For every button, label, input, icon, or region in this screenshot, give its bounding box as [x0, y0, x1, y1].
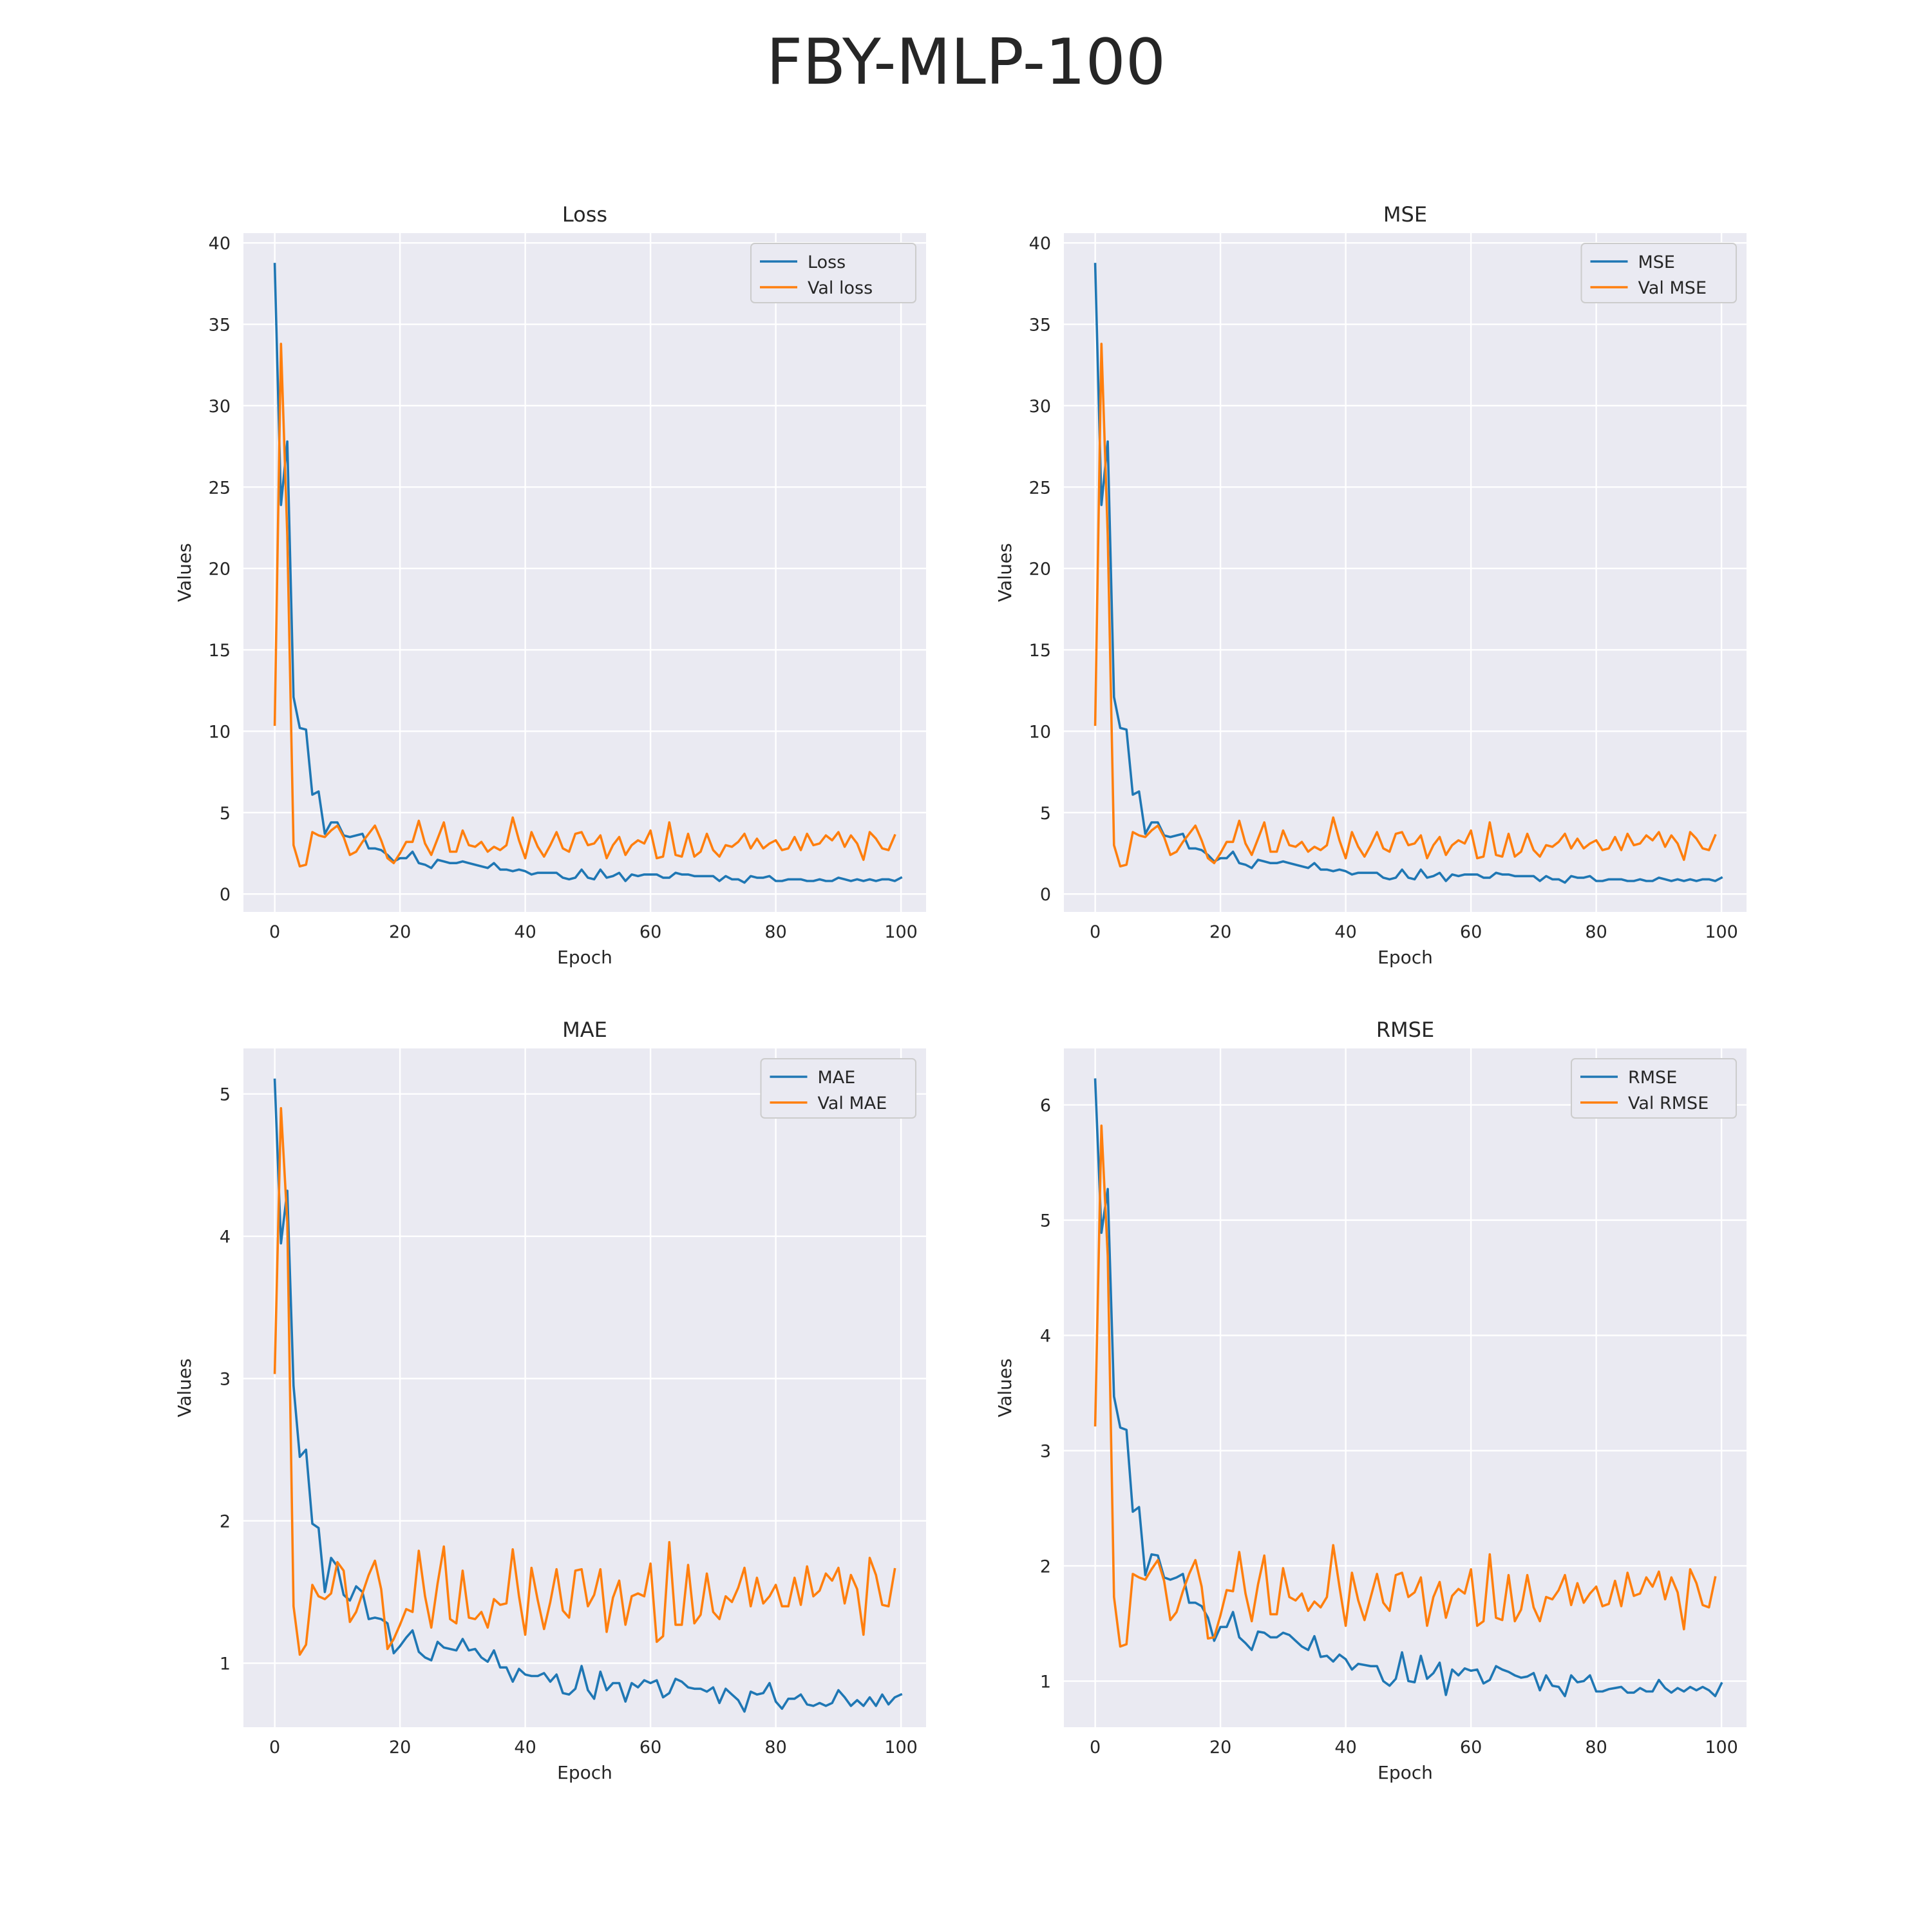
x-tick-label: 80	[764, 922, 786, 942]
y-tick-label: 3	[220, 1370, 231, 1390]
chart-title: Loss	[562, 202, 607, 227]
legend-label: Val loss	[808, 278, 873, 298]
y-tick-label: 15	[1029, 641, 1051, 661]
x-tick-label: 100	[1705, 1738, 1738, 1757]
y-tick-label: 1	[1040, 1672, 1051, 1692]
legend-label: Val MSE	[1638, 278, 1707, 298]
x-tick-label: 20	[1209, 922, 1231, 942]
legend-label: MAE	[818, 1068, 856, 1088]
series-line-val-mse	[1094, 343, 1717, 867]
x-tick-label: 80	[764, 1738, 786, 1757]
series-line-mae	[273, 1078, 903, 1713]
y-tick-label: 0	[220, 885, 231, 905]
chart-panel-rmse: 0 20 40 60 80 100 1 2 3 4 5 6 RMSE Epoch Values RMSE Val…	[994, 1018, 1747, 1783]
chart-panel-loss: 0 20 40 60 80 100 0 5 10 15 20 25 30 35 40 Loss Epoch Val…	[174, 202, 926, 968]
x-tick-label: 100	[884, 922, 918, 942]
x-axis-label: Epoch	[1378, 1762, 1433, 1783]
y-tick-label: 35	[209, 316, 231, 336]
x-tick-label: 40	[514, 1738, 536, 1757]
x-tick-label: 100	[884, 1738, 918, 1757]
y-tick-label: 40	[1029, 234, 1051, 254]
series-line-loss	[273, 263, 903, 884]
x-axis-label: Epoch	[557, 1762, 612, 1783]
chart-title: MSE	[1383, 202, 1427, 227]
legend: Loss Val loss	[750, 243, 916, 303]
chart-panel-mse: 0 20 40 60 80 100 0 5 10 15 20 25 30 35 40 MSE Epoch Valu…	[994, 202, 1747, 968]
y-tick-label: 2	[220, 1512, 231, 1532]
legend: RMSE Val RMSE	[1571, 1058, 1737, 1119]
x-tick-label: 80	[1585, 1738, 1607, 1757]
y-tick-label: 20	[209, 560, 231, 580]
y-axis-label: Values	[994, 543, 1016, 601]
x-tick-label: 60	[639, 1738, 661, 1757]
y-axis-label: Values	[174, 1358, 195, 1417]
plot-area	[1064, 1048, 1747, 1727]
y-tick-label: 5	[220, 804, 231, 824]
y-tick-label: 3	[1040, 1442, 1051, 1462]
legend-label: MSE	[1638, 252, 1676, 272]
x-axis-label: Epoch	[557, 947, 612, 968]
y-axis-label: Values	[174, 543, 195, 601]
y-tick-label: 20	[1029, 560, 1051, 580]
x-tick-label: 60	[1460, 1738, 1482, 1757]
plot-area	[1064, 233, 1747, 912]
chart-title: RMSE	[1376, 1018, 1434, 1042]
x-tick-label: 40	[514, 922, 536, 942]
y-tick-label: 4	[1040, 1327, 1051, 1347]
y-tick-label: 30	[209, 397, 231, 417]
x-tick-label: 60	[639, 922, 661, 942]
subplot-grid: 0 20 40 60 80 1000510152025303540LossEpochVal…	[174, 202, 1747, 1783]
legend-label: RMSE	[1628, 1068, 1677, 1088]
y-tick-label: 5	[1040, 1211, 1051, 1231]
x-tick-label: 0	[1090, 922, 1101, 942]
y-tick-label: 1	[220, 1654, 231, 1674]
y-tick-label: 2	[1040, 1557, 1051, 1577]
x-tick-label: 60	[1460, 922, 1482, 942]
x-tick-label: 40	[1334, 1738, 1356, 1757]
series-line-val-rmse	[1094, 1124, 1717, 1648]
y-tick-label: 5	[220, 1085, 231, 1105]
series-line-val-mae	[273, 1107, 896, 1656]
x-tick-label: 20	[1209, 1738, 1231, 1757]
series-line-val-loss	[273, 343, 896, 867]
figure-title: FBY-MLP-100	[766, 26, 1166, 99]
y-tick-label: 25	[209, 478, 231, 498]
legend: MAE Val MAE	[760, 1058, 916, 1119]
x-tick-label: 100	[1705, 922, 1738, 942]
x-tick-label: 0	[269, 1738, 280, 1757]
y-tick-label: 10	[209, 722, 231, 742]
y-axis-label: Values	[994, 1358, 1016, 1417]
plot-area	[243, 1048, 926, 1727]
chart-title: MAE	[562, 1018, 607, 1042]
y-tick-label: 30	[1029, 397, 1051, 417]
y-tick-label: 6	[1040, 1096, 1051, 1116]
y-tick-label: 10	[1029, 722, 1051, 742]
legend-label: Val MAE	[818, 1094, 887, 1113]
plot-area	[243, 233, 926, 912]
y-tick-label: 35	[1029, 316, 1051, 336]
chart-panel-mae: 0 20 40 60 80 100 1 2 3 4 5 MAE Epoch Values MAE Val MA…	[174, 1018, 926, 1783]
x-tick-label: 20	[389, 922, 411, 942]
series-line-mse	[1094, 263, 1723, 884]
x-tick-label: 40	[1334, 922, 1356, 942]
x-tick-label: 0	[269, 922, 280, 942]
legend-label: Loss	[808, 252, 846, 272]
legend-label: Val RMSE	[1628, 1094, 1709, 1113]
x-axis-label: Epoch	[1378, 947, 1433, 968]
y-tick-label: 15	[209, 641, 231, 661]
x-tick-label: 0	[1090, 1738, 1101, 1757]
y-tick-label: 25	[1029, 478, 1051, 498]
x-tick-label: 20	[389, 1738, 411, 1757]
y-tick-label: 40	[209, 234, 231, 254]
y-tick-label: 5	[1040, 804, 1051, 824]
y-tick-label: 0	[1040, 885, 1051, 905]
x-tick-label: 80	[1585, 922, 1607, 942]
y-tick-label: 4	[220, 1227, 231, 1247]
legend: MSE Val MSE	[1580, 243, 1737, 303]
series-line-rmse	[1094, 1078, 1723, 1698]
